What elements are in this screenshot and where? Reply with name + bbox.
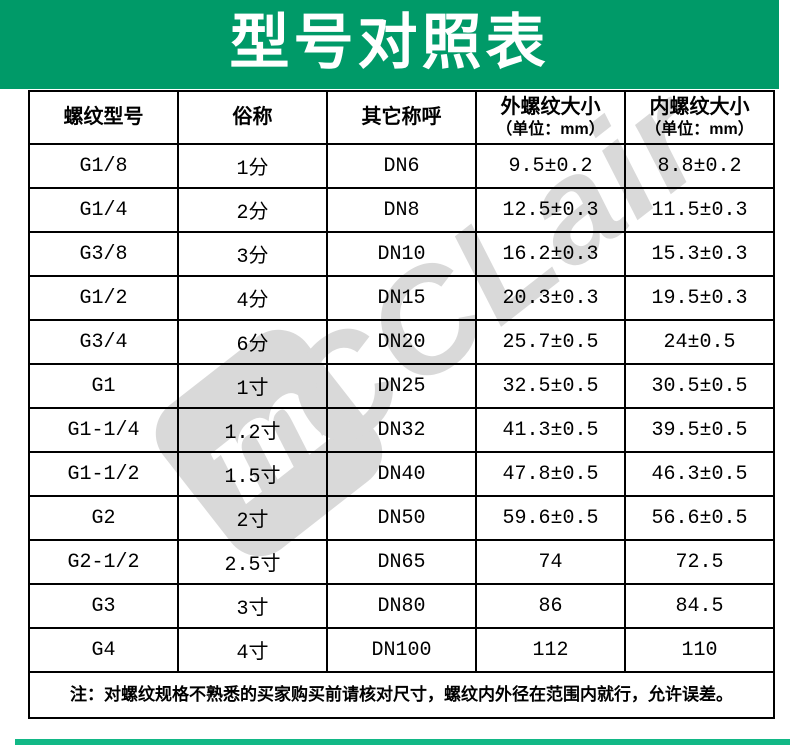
- table-cell: 2.5寸: [177, 539, 328, 585]
- table-footer: 注：对螺纹规格不熟悉的买家购买前请核对尺寸，螺纹内外径在范围内就行，允许误差。: [28, 671, 775, 719]
- table-cell: 72.5: [624, 539, 775, 585]
- table-cell: DN80: [326, 583, 477, 629]
- table-cell: 74: [475, 539, 626, 585]
- table-header: 螺纹型号 俗称 其它称呼 外螺纹大小 （单位：mm）: [28, 90, 775, 145]
- table-cell: G3: [28, 583, 179, 629]
- table-cell: DN32: [326, 407, 477, 453]
- table-cell: G2-1/2: [28, 539, 179, 585]
- table-cell: G1: [28, 363, 179, 409]
- table-cell: 41.3±0.5: [475, 407, 626, 453]
- header-label: 螺纹型号: [63, 106, 144, 128]
- table-cell: 112: [475, 627, 626, 673]
- note-row: 注：对螺纹规格不熟悉的买家购买前请核对尺寸，螺纹内外径在范围内就行，允许误差。: [28, 671, 775, 719]
- table-cell: DN100: [326, 627, 477, 673]
- table-row: G3/4 6分 DN20 25.7±0.5 24±0.5: [28, 319, 775, 365]
- table-body: G1/8 1分 DN6 9.5±0.2 8.8±0.2 G1/4 2分 DN8 12.5±0.3…: [28, 143, 775, 673]
- table-cell: G3/4: [28, 319, 179, 365]
- table-row: G1/2 4分 DN15 20.3±0.3 19.5±0.3: [28, 275, 775, 321]
- header-row: 螺纹型号 俗称 其它称呼 外螺纹大小 （单位：mm）: [28, 90, 775, 145]
- table-cell: 86: [475, 583, 626, 629]
- table-cell: 24±0.5: [624, 319, 775, 365]
- table-cell: DN50: [326, 495, 477, 541]
- table-cell: DN6: [326, 143, 477, 189]
- table-row: G1-1/4 1.2寸 DN32 41.3±0.5 39.5±0.5: [28, 407, 775, 453]
- table-cell: 19.5±0.3: [624, 275, 775, 321]
- table-cell: DN8: [326, 187, 477, 233]
- table-cell: DN25: [326, 363, 477, 409]
- table-row: G2-1/2 2.5寸 DN65 74 72.5: [28, 539, 775, 585]
- table-cell: DN15: [326, 275, 477, 321]
- table-cell: 47.8±0.5: [475, 451, 626, 497]
- table-cell: 32.5±0.5: [475, 363, 626, 409]
- header-cell-thread-model: 螺纹型号: [28, 90, 179, 145]
- table-cell: 4分: [177, 275, 328, 321]
- table-cell: 1分: [177, 143, 328, 189]
- table-row: G3 3寸 DN80 86 84.5: [28, 583, 775, 629]
- table-cell: G2: [28, 495, 179, 541]
- table-cell: 25.7±0.5: [475, 319, 626, 365]
- table-cell: 20.3±0.3: [475, 275, 626, 321]
- table-cell: 3分: [177, 231, 328, 277]
- table-cell: 2寸: [177, 495, 328, 541]
- note-text: 注：对螺纹规格不熟悉的买家购买前请核对尺寸，螺纹内外径在范围内就行，允许误差。: [28, 671, 775, 719]
- header-label: 俗称: [232, 106, 273, 128]
- header-label: 内螺纹大小: [649, 95, 750, 118]
- table-row: G4 4寸 DN100 112 110: [28, 627, 775, 673]
- table-cell: 1.5寸: [177, 451, 328, 497]
- table-row: G1/4 2分 DN8 12.5±0.3 11.5±0.3: [28, 187, 775, 233]
- table-cell: 1.2寸: [177, 407, 328, 453]
- table-row: G2 2寸 DN50 59.6±0.5 56.6±0.5: [28, 495, 775, 541]
- table-cell: DN65: [326, 539, 477, 585]
- header-label: 其它称呼: [361, 106, 442, 128]
- header-cell-common-name: 俗称: [177, 90, 328, 145]
- table-cell: 84.5: [624, 583, 775, 629]
- table-row: G3/8 3分 DN10 16.2±0.3 15.3±0.3: [28, 231, 775, 277]
- table-cell: G1-1/4: [28, 407, 179, 453]
- table-row: G1/8 1分 DN6 9.5±0.2 8.8±0.2: [28, 143, 775, 189]
- header-cell-other-name: 其它称呼: [326, 90, 477, 145]
- table-cell: G1/4: [28, 187, 179, 233]
- table-cell: G1/8: [28, 143, 179, 189]
- header-cell-internal-size: 内螺纹大小 （单位：mm）: [624, 90, 775, 145]
- table-cell: 2分: [177, 187, 328, 233]
- table-cell: 3寸: [177, 583, 328, 629]
- table-cell: 46.3±0.5: [624, 451, 775, 497]
- table-cell: 15.3±0.3: [624, 231, 775, 277]
- table-cell: DN10: [326, 231, 477, 277]
- table-row: G1-1/2 1.5寸 DN40 47.8±0.5 46.3±0.5: [28, 451, 775, 497]
- page-title: 型号对照表: [229, 8, 550, 76]
- table-cell: 8.8±0.2: [624, 143, 775, 189]
- table-cell: 11.5±0.3: [624, 187, 775, 233]
- table-cell: G4: [28, 627, 179, 673]
- table-cell: 6分: [177, 319, 328, 365]
- header-unit: （单位：mm）: [496, 120, 605, 138]
- table-cell: G1-1/2: [28, 451, 179, 497]
- table-cell: 30.5±0.5: [624, 363, 775, 409]
- table-cell: DN20: [326, 319, 477, 365]
- table-cell: 56.6±0.5: [624, 495, 775, 541]
- bottom-accent-bar: [15, 739, 790, 745]
- table-cell: 110: [624, 627, 775, 673]
- table-cell: 9.5±0.2: [475, 143, 626, 189]
- spec-table: 螺纹型号 俗称 其它称呼 外螺纹大小 （单位：mm）: [28, 90, 775, 719]
- table-cell: 4寸: [177, 627, 328, 673]
- table-cell: 12.5±0.3: [475, 187, 626, 233]
- table-area: 螺纹型号 俗称 其它称呼 外螺纹大小 （单位：mm）: [28, 90, 775, 719]
- table-cell: 1寸: [177, 363, 328, 409]
- table-cell: DN40: [326, 451, 477, 497]
- title-band: 型号对照表: [0, 0, 779, 89]
- table-row: G1 1寸 DN25 32.5±0.5 30.5±0.5: [28, 363, 775, 409]
- table-cell: 59.6±0.5: [475, 495, 626, 541]
- table-cell: 16.2±0.3: [475, 231, 626, 277]
- header-cell-external-size: 外螺纹大小 （单位：mm）: [475, 90, 626, 145]
- header-unit: （单位：mm）: [645, 120, 754, 138]
- table-cell: 39.5±0.5: [624, 407, 775, 453]
- header-label: 外螺纹大小: [500, 95, 601, 118]
- table-cell: G1/2: [28, 275, 179, 321]
- table-cell: G3/8: [28, 231, 179, 277]
